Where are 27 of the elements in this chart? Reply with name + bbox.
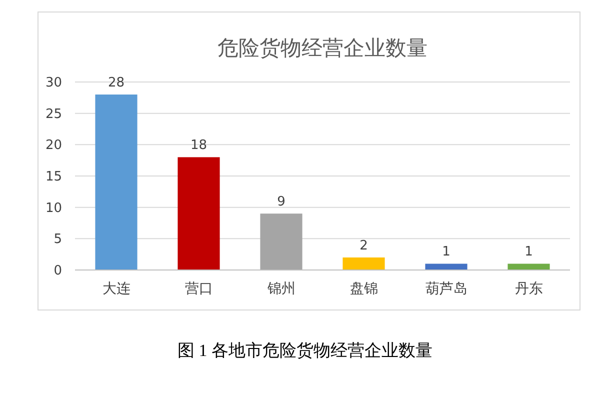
x-tick-label: 丹东 bbox=[514, 281, 543, 297]
y-tick-label: 20 bbox=[45, 138, 62, 154]
caption: 图 1 各地市危险货物经营企业数量 bbox=[178, 341, 432, 360]
y-tick-label: 0 bbox=[54, 264, 62, 279]
data-label: 2 bbox=[360, 238, 368, 254]
x-tick-label: 营口 bbox=[184, 281, 213, 297]
y-tick-label: 15 bbox=[45, 170, 62, 185]
x-tick-label: 大连 bbox=[102, 281, 130, 297]
y-tick-label: 10 bbox=[45, 200, 62, 216]
data-label: 9 bbox=[277, 194, 286, 210]
data-label: 18 bbox=[190, 138, 208, 154]
y-tick-label: 30 bbox=[45, 76, 62, 91]
data-label: 1 bbox=[524, 244, 533, 260]
data-label: 1 bbox=[442, 244, 450, 260]
bar bbox=[342, 257, 385, 270]
bar bbox=[508, 264, 550, 270]
y-tick-label: 5 bbox=[54, 232, 62, 248]
bar bbox=[178, 157, 220, 270]
y-tick-label: 25 bbox=[45, 106, 62, 122]
x-tick-label: 葫芦岛 bbox=[425, 281, 468, 297]
bar bbox=[425, 264, 468, 270]
x-tick-label: 锦州 bbox=[266, 281, 296, 297]
chart-title: 危险货物经营企业数量 bbox=[218, 36, 428, 60]
bar bbox=[95, 94, 138, 270]
data-label: 28 bbox=[108, 76, 125, 91]
x-tick-label: 盘锦 bbox=[350, 281, 378, 297]
bar bbox=[260, 214, 302, 270]
